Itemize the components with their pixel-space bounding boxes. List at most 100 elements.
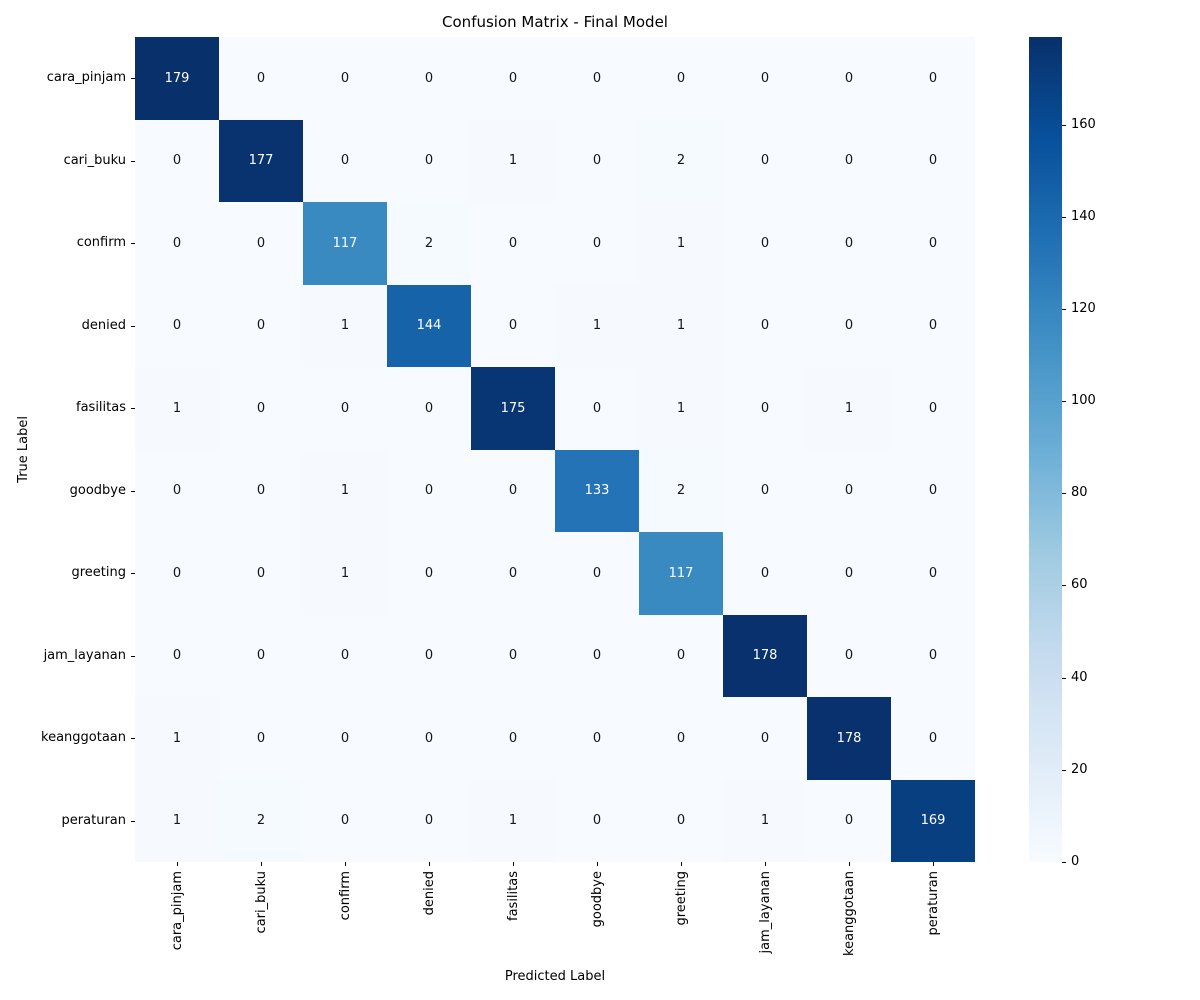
heatmap-cell: 0 (639, 697, 723, 780)
colorbar-tick-label: 40 (1071, 669, 1088, 685)
heatmap-cell: 1 (639, 367, 723, 450)
heatmap-cell: 117 (639, 532, 723, 615)
y-axis-label: True Label (15, 416, 31, 483)
heatmap-cell: 0 (807, 614, 891, 697)
heatmap-cell: 0 (891, 449, 975, 532)
y-tick-mark (131, 820, 135, 822)
heatmap-cell: 0 (471, 202, 555, 285)
heatmap-cell: 169 (891, 779, 975, 862)
heatmap-cell: 1 (471, 119, 555, 202)
x-tick-label: jam_layanan (757, 871, 773, 954)
y-tick-label: cara_pinjam (46, 70, 126, 86)
colorbar-tick-label: 100 (1071, 393, 1096, 409)
x-tick-label: goodbye (589, 871, 605, 928)
y-tick-label: greeting (71, 565, 126, 581)
colorbar-tick-mark (1062, 124, 1066, 126)
heatmap-cell: 2 (639, 449, 723, 532)
heatmap-cell: 0 (303, 119, 387, 202)
heatmap-cell: 0 (303, 37, 387, 120)
colorbar-tick-label: 140 (1071, 208, 1096, 224)
colorbar-tick-mark (1062, 308, 1066, 310)
heatmap-cell: 2 (639, 119, 723, 202)
heatmap-cell: 0 (387, 614, 471, 697)
heatmap-cell: 0 (387, 779, 471, 862)
heatmap-cell: 0 (891, 37, 975, 120)
y-tick-label: cari_buku (63, 152, 126, 168)
heatmap-cell: 0 (303, 614, 387, 697)
heatmap-cell: 0 (807, 284, 891, 367)
x-tick-label: peraturan (925, 871, 941, 936)
colorbar-tick-mark (1062, 493, 1066, 495)
heatmap-cell: 175 (471, 367, 555, 450)
heatmap-cell: 0 (471, 697, 555, 780)
heatmap-cell: 0 (387, 367, 471, 450)
heatmap-cell: 0 (807, 779, 891, 862)
heatmap-cell: 0 (219, 532, 303, 615)
y-tick-label: fasilitas (76, 400, 126, 416)
heatmap-cell: 0 (723, 119, 807, 202)
heatmap-cell: 0 (471, 449, 555, 532)
y-tick-mark (131, 738, 135, 740)
colorbar-tick-label: 20 (1071, 761, 1088, 777)
x-tick-mark (261, 862, 262, 866)
heatmap-cell: 0 (135, 119, 219, 202)
heatmap-cell: 0 (555, 37, 639, 120)
heatmap-cell: 0 (471, 37, 555, 120)
heatmap-cell: 0 (723, 37, 807, 120)
heatmap-cell: 0 (807, 37, 891, 120)
heatmap-cell: 0 (807, 532, 891, 615)
colorbar-tick-mark (1062, 769, 1066, 771)
y-tick-label: goodbye (69, 482, 126, 498)
x-tick-mark (429, 862, 430, 866)
y-tick-mark (131, 573, 135, 575)
heatmap-cell: 1 (555, 284, 639, 367)
colorbar-tick-label: 80 (1071, 485, 1088, 501)
heatmap-cell: 0 (723, 697, 807, 780)
heatmap-cell: 1 (639, 284, 723, 367)
heatmap-cell: 1 (135, 697, 219, 780)
heatmap-cell: 0 (303, 697, 387, 780)
colorbar-tick-label: 160 (1071, 116, 1096, 132)
heatmap-cell: 0 (723, 449, 807, 532)
heatmap-cell: 144 (387, 284, 471, 367)
colorbar-tick-label: 0 (1071, 854, 1080, 869)
colorbar-tick-label: 60 (1071, 577, 1088, 593)
heatmap-cell: 0 (387, 119, 471, 202)
heatmap-cell: 0 (891, 367, 975, 450)
heatmap-cell: 1 (303, 532, 387, 615)
y-tick-mark (131, 408, 135, 410)
heatmap-cell: 0 (387, 37, 471, 120)
y-tick-mark (131, 160, 135, 162)
colorbar-tick-mark (1062, 862, 1066, 863)
y-tick-label: denied (81, 317, 126, 333)
x-tick-label: confirm (337, 871, 353, 921)
heatmap-cell: 0 (219, 367, 303, 450)
x-tick-label: keanggotaan (841, 871, 857, 956)
y-tick-mark (131, 78, 135, 80)
heatmap-cell: 0 (555, 614, 639, 697)
heatmap-cell: 0 (387, 697, 471, 780)
heatmap-cell: 1 (639, 202, 723, 285)
heatmap-cell: 0 (807, 449, 891, 532)
x-tick-mark (177, 862, 178, 866)
heatmap-cell: 0 (219, 614, 303, 697)
y-tick-mark (131, 490, 135, 492)
heatmap-cell: 1 (135, 367, 219, 450)
y-tick-label: keanggotaan (41, 730, 126, 746)
y-tick-label: jam_layanan (43, 647, 126, 663)
x-tick-label: cara_pinjam (169, 871, 185, 951)
heatmap: 179 0 0 0 0 0 0 0 0 0 0 177 0 0 1 0 2 0 0 0 0 0 117 2 0 0 1 0 0 0 0 0 1 1… (135, 37, 975, 862)
y-tick-mark (131, 243, 135, 245)
heatmap-cell: 177 (219, 119, 303, 202)
heatmap-cell: 133 (555, 449, 639, 532)
x-tick-mark (345, 862, 346, 866)
heatmap-cell: 0 (219, 697, 303, 780)
heatmap-cell: 0 (219, 449, 303, 532)
chart-title: Confusion Matrix - Final Model (442, 13, 668, 31)
heatmap-cell: 0 (639, 779, 723, 862)
y-tick-mark (131, 655, 135, 657)
heatmap-cell: 0 (219, 37, 303, 120)
x-tick-label: fasilitas (505, 871, 521, 921)
heatmap-cell: 0 (555, 532, 639, 615)
x-tick-mark (849, 862, 850, 866)
